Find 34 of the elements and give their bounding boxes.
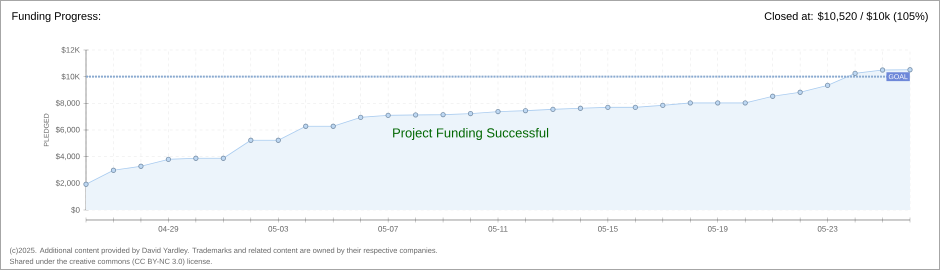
point: [742, 100, 748, 106]
point: [825, 82, 830, 88]
point: [632, 104, 638, 110]
point: [248, 138, 254, 143]
point: [330, 124, 336, 129]
point: [276, 138, 281, 143]
point: [495, 109, 501, 114]
point: [578, 106, 584, 111]
point: [440, 112, 446, 118]
point: [907, 67, 913, 72]
point: [550, 106, 556, 112]
point: [715, 100, 720, 106]
point: [303, 124, 308, 129]
chart-subtitle: Closed at: $10,520 / $10k (105%): [764, 12, 928, 22]
point: [193, 156, 198, 161]
point: [110, 168, 116, 173]
chart-title: Funding Progress:: [12, 12, 100, 22]
point: [413, 112, 418, 118]
point: [166, 156, 171, 162]
point: [880, 67, 886, 73]
annotation: Project Funding Successful: [393, 128, 548, 140]
point: [605, 104, 610, 110]
point: [468, 111, 474, 116]
point: [358, 114, 364, 120]
point: [770, 94, 776, 99]
point: [660, 102, 666, 108]
point: [522, 108, 528, 114]
point: [386, 112, 391, 118]
point: [83, 182, 89, 187]
point: [852, 70, 858, 76]
point: [798, 90, 803, 95]
point: [138, 164, 144, 169]
point: [688, 100, 693, 106]
point: [220, 156, 226, 161]
